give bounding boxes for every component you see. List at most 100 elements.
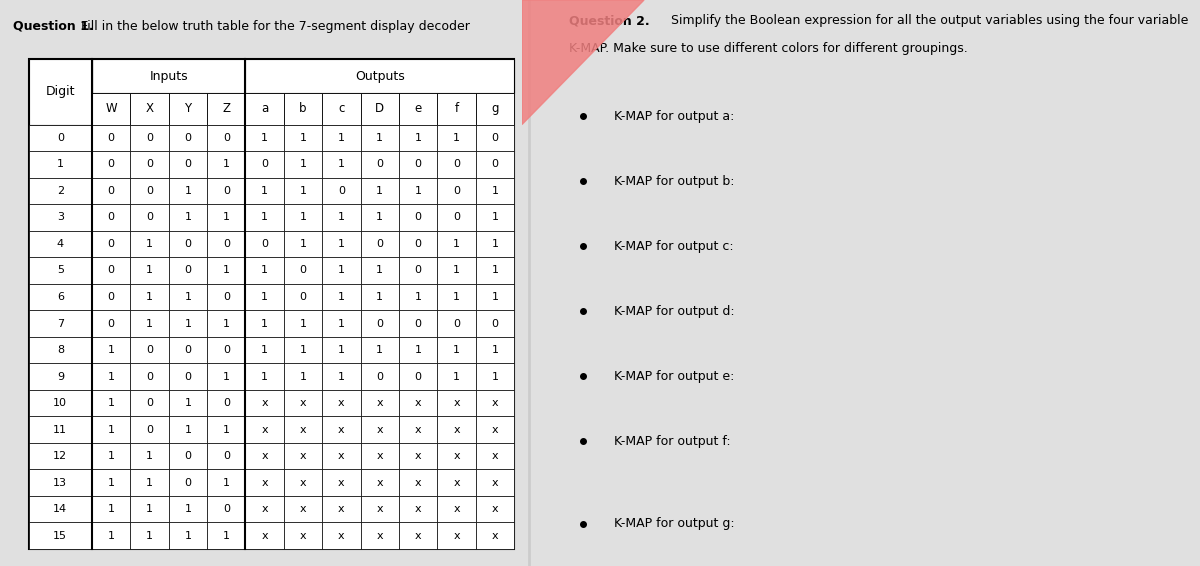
- Text: f: f: [455, 102, 458, 115]
- Bar: [437, 257, 475, 284]
- Bar: [92, 522, 131, 549]
- Text: x: x: [262, 478, 268, 488]
- Bar: [361, 178, 400, 204]
- Text: 1: 1: [492, 212, 498, 222]
- Text: 1: 1: [454, 371, 460, 381]
- Bar: [131, 496, 169, 522]
- Text: 14: 14: [53, 504, 67, 514]
- Polygon shape: [522, 0, 644, 125]
- Bar: [475, 151, 514, 178]
- Bar: [361, 443, 400, 469]
- Text: 1: 1: [415, 292, 421, 302]
- Text: 1: 1: [377, 133, 383, 143]
- Bar: [29, 284, 92, 310]
- Text: 0: 0: [146, 371, 154, 381]
- Text: e: e: [414, 102, 422, 115]
- Text: 0: 0: [492, 133, 498, 143]
- Text: 1: 1: [56, 159, 64, 169]
- Text: 0: 0: [223, 292, 229, 302]
- Bar: [323, 390, 361, 417]
- Bar: [246, 363, 284, 390]
- Bar: [131, 443, 169, 469]
- Text: 1: 1: [300, 133, 306, 143]
- Text: x: x: [338, 478, 344, 488]
- Bar: [246, 337, 284, 363]
- Text: 0: 0: [146, 159, 154, 169]
- Bar: [246, 417, 284, 443]
- Bar: [169, 390, 208, 417]
- Bar: [284, 151, 323, 178]
- Text: K-MAP. Make sure to use different colors for different groupings.: K-MAP. Make sure to use different colors…: [570, 42, 968, 55]
- Bar: [92, 496, 131, 522]
- Bar: [475, 496, 514, 522]
- Bar: [323, 337, 361, 363]
- Text: 1: 1: [262, 212, 268, 222]
- Text: 9: 9: [56, 371, 64, 381]
- Text: 1: 1: [454, 345, 460, 355]
- Bar: [131, 310, 169, 337]
- Text: 1: 1: [185, 292, 191, 302]
- Text: 1: 1: [146, 451, 154, 461]
- Text: 1: 1: [185, 424, 191, 435]
- Bar: [437, 522, 475, 549]
- Bar: [92, 231, 131, 257]
- Bar: [323, 417, 361, 443]
- Text: x: x: [454, 451, 460, 461]
- Bar: [284, 469, 323, 496]
- Bar: [131, 390, 169, 417]
- Text: 1: 1: [300, 319, 306, 328]
- Text: 0: 0: [185, 451, 191, 461]
- Text: x: x: [377, 424, 383, 435]
- Bar: [475, 257, 514, 284]
- Bar: [475, 522, 514, 549]
- Text: 10: 10: [53, 398, 67, 408]
- Bar: [323, 496, 361, 522]
- Bar: [323, 469, 361, 496]
- Bar: [475, 93, 514, 125]
- Text: 0: 0: [185, 371, 191, 381]
- Bar: [208, 417, 246, 443]
- Bar: [92, 93, 131, 125]
- Bar: [284, 390, 323, 417]
- Text: 0: 0: [146, 186, 154, 196]
- Bar: [400, 522, 437, 549]
- Text: 1: 1: [108, 478, 115, 488]
- Bar: [29, 204, 92, 231]
- Text: 0: 0: [377, 371, 383, 381]
- Text: 0: 0: [377, 239, 383, 249]
- Bar: [208, 337, 246, 363]
- Bar: [246, 59, 514, 93]
- Text: x: x: [454, 398, 460, 408]
- Text: 1: 1: [262, 265, 268, 276]
- Text: 0: 0: [223, 239, 229, 249]
- Bar: [437, 204, 475, 231]
- Bar: [208, 93, 246, 125]
- Text: Question 2.: Question 2.: [570, 14, 650, 27]
- Bar: [169, 204, 208, 231]
- Bar: [361, 522, 400, 549]
- Text: 5: 5: [56, 265, 64, 276]
- Text: b: b: [299, 102, 307, 115]
- Text: x: x: [454, 531, 460, 541]
- Text: K-MAP for output f:: K-MAP for output f:: [613, 435, 730, 448]
- Bar: [284, 363, 323, 390]
- Text: x: x: [262, 424, 268, 435]
- Text: 1: 1: [454, 133, 460, 143]
- Bar: [437, 337, 475, 363]
- Bar: [246, 257, 284, 284]
- Bar: [208, 151, 246, 178]
- Text: x: x: [415, 478, 421, 488]
- Text: 0: 0: [185, 133, 191, 143]
- Bar: [284, 496, 323, 522]
- Bar: [29, 178, 92, 204]
- Text: 1: 1: [454, 239, 460, 249]
- Bar: [169, 257, 208, 284]
- Text: x: x: [262, 451, 268, 461]
- Bar: [400, 284, 437, 310]
- Text: 1: 1: [262, 371, 268, 381]
- Text: 1: 1: [223, 371, 229, 381]
- Text: 7: 7: [56, 319, 64, 328]
- Text: 1: 1: [492, 371, 498, 381]
- Bar: [246, 284, 284, 310]
- Bar: [246, 390, 284, 417]
